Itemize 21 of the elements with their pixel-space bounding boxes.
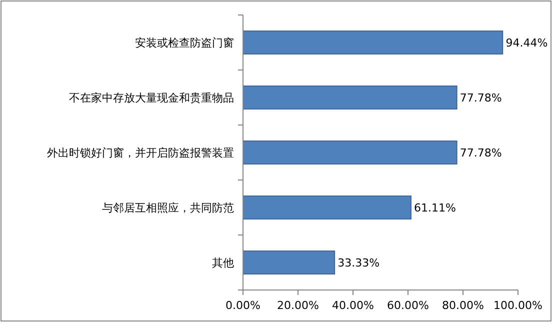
y-tick-label: 与邻居互相照应，共同防范 — [102, 202, 234, 214]
y-tick-label: 其他 — [212, 256, 234, 270]
data-label: 77.78% — [460, 146, 502, 160]
x-tick-label: 0.00% — [226, 299, 260, 312]
data-label: 33.33% — [338, 256, 380, 270]
bar — [242, 86, 458, 110]
data-label: 77.78% — [460, 92, 502, 104]
x-tick-label: 100.00% — [494, 299, 542, 312]
x-tick-label: 40.00% — [332, 299, 374, 312]
x-tick-label: 80.00% — [442, 299, 484, 312]
x-tick-label: 60.00% — [387, 299, 429, 312]
y-tick-label: 不在家中存放大量现金和贵重物品 — [69, 92, 234, 104]
data-label: 94.44% — [506, 36, 548, 50]
x-tick-label: 20.00% — [277, 299, 319, 312]
bar — [242, 30, 504, 54]
bar — [242, 250, 336, 274]
bar — [242, 196, 412, 220]
y-tick-label: 外出时锁好门窗，并开启防盗报警装置 — [47, 146, 234, 160]
y-tick-label: 安装或检查防盗门窗 — [135, 36, 234, 50]
data-label: 61.11% — [414, 202, 456, 214]
bar — [242, 140, 458, 164]
